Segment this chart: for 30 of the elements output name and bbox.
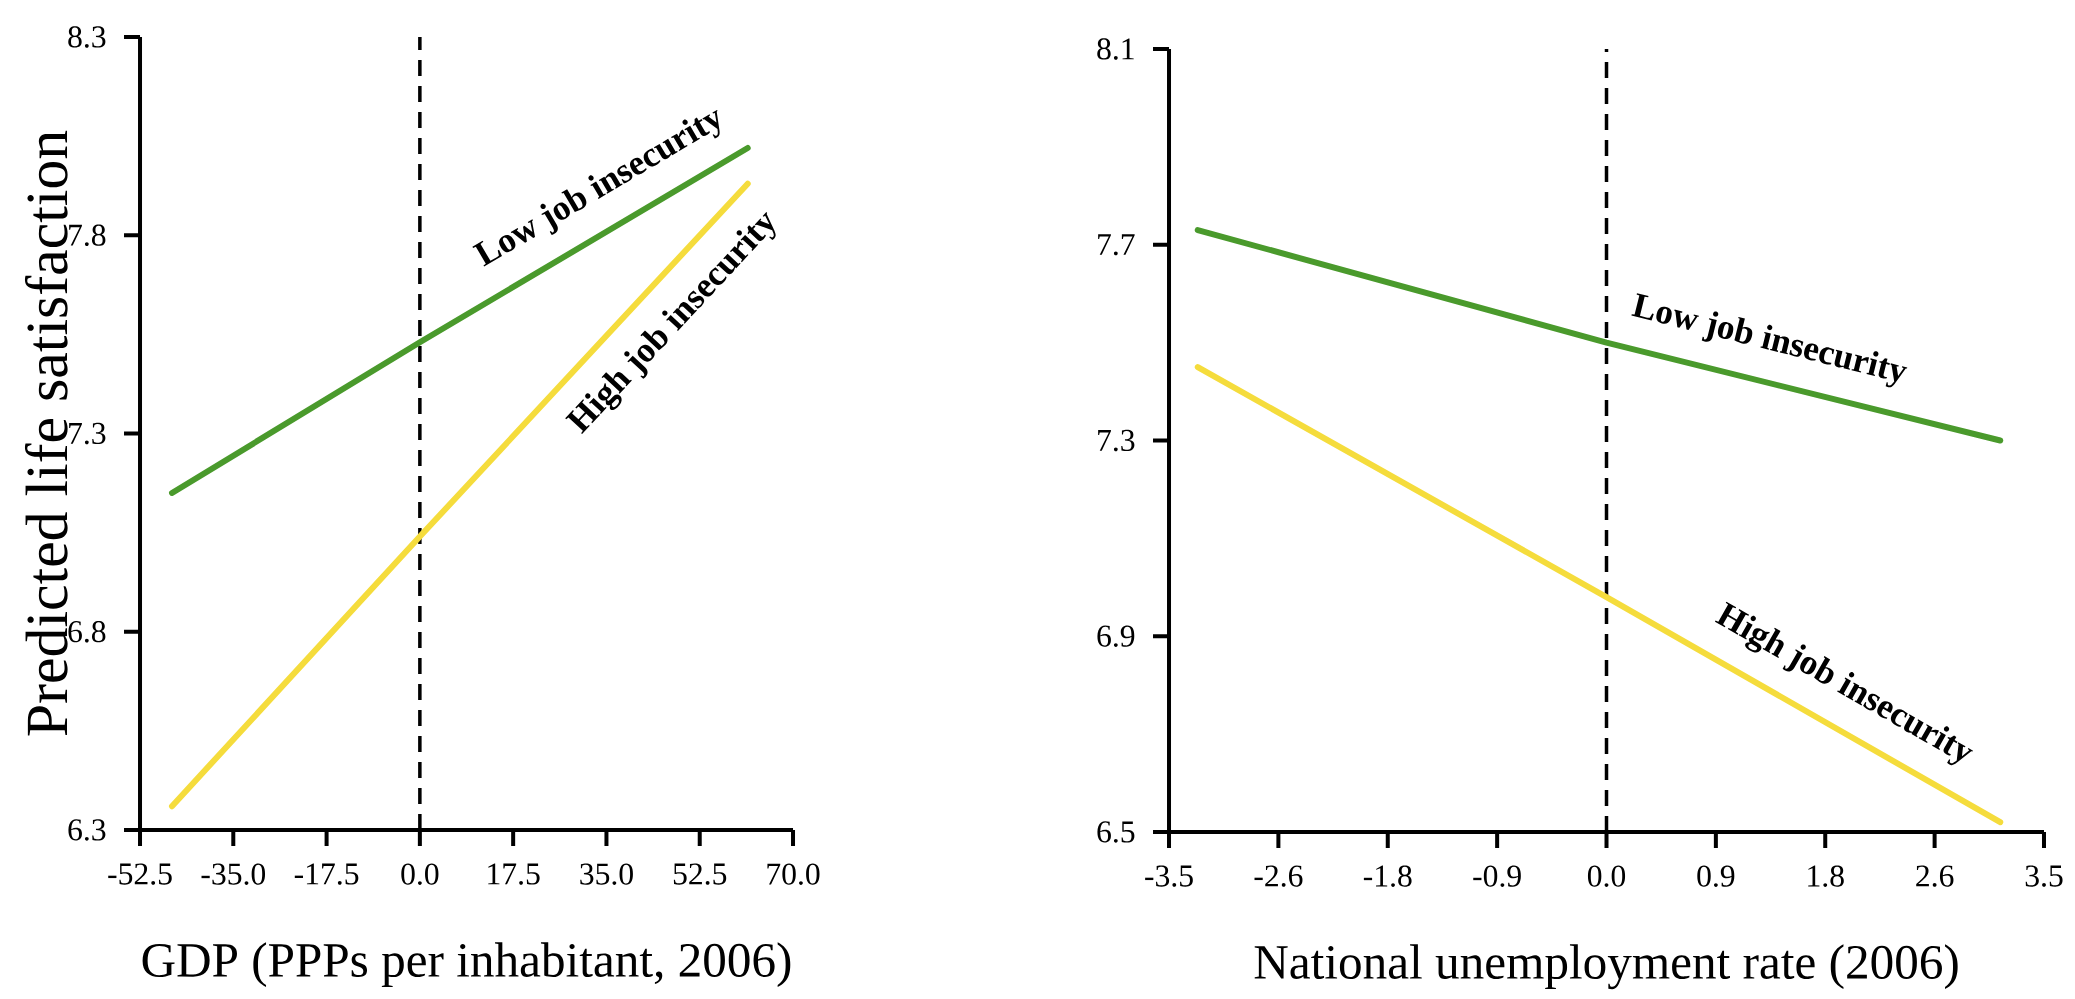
x-tick-label: 52.5: [673, 863, 727, 885]
y-axis-title: Predicted life satisfaction: [24, 130, 68, 736]
x-axis-title: National unemployment rate (2006): [1254, 944, 1958, 990]
y-tick-label: 8.3: [68, 26, 106, 48]
y-tick-label: 7.3: [69, 422, 106, 445]
x-tick-label: -17.5: [294, 863, 359, 885]
x-tick-label: 3.5: [2025, 865, 2063, 887]
y-tick-label: 6.3: [68, 819, 106, 841]
x-tick-label: -2.6: [1254, 865, 1303, 887]
x-tick-label: -1.8: [1363, 865, 1412, 887]
x-tick-label: -0.9: [1473, 865, 1521, 887]
y-tick-label: 6.8: [68, 620, 106, 643]
x-tick-label: -52.5: [108, 863, 172, 885]
x-tick-label: 70.0: [767, 863, 820, 885]
x-tick-label: 0.0: [1587, 865, 1626, 887]
x-tick-label: 0.0: [401, 863, 439, 885]
x-tick-label: -3.5: [1145, 865, 1193, 887]
y-tick-label: 7.8: [69, 224, 106, 246]
x-tick-label: 0.9: [1697, 865, 1735, 887]
x-tick-label: -35.0: [201, 863, 266, 885]
y-tick-label: 7.3: [1098, 429, 1135, 452]
x-tick-label: 17.5: [488, 863, 540, 885]
y-tick-label: 6.9: [1097, 625, 1135, 647]
x-tick-label: 35.0: [580, 863, 633, 885]
y-tick-label: 7.7: [1098, 234, 1135, 256]
x-axis-title: GDP (PPPs per inhabitant, 2006): [142, 942, 791, 988]
x-tick-label: 1.8: [1808, 865, 1844, 887]
x-tick-label: 2.6: [1916, 865, 1954, 887]
y-tick-label: 6.5: [1097, 821, 1135, 843]
y-tick-label: 8.1: [1097, 38, 1134, 60]
